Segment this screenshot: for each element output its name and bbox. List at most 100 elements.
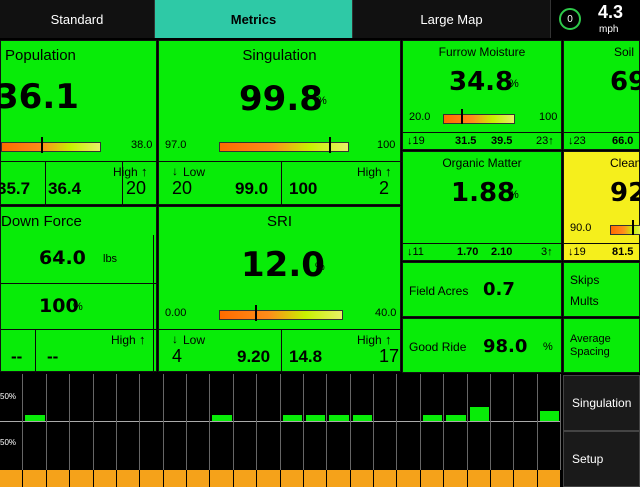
population-mid: 36.4 [48, 179, 82, 198]
divider [159, 329, 402, 330]
row-column-base [327, 470, 350, 487]
singulation-high: 2 [379, 178, 390, 198]
row-column-base [374, 470, 397, 487]
row-column-base [210, 470, 233, 487]
furrow-stat-2: 31.5 [455, 135, 477, 147]
divider [35, 329, 36, 373]
furrow-scale-max: 100 [539, 111, 558, 123]
down-force-low: -- [11, 347, 23, 366]
good-ride-label: Good Ride [409, 340, 467, 354]
row-column-base [233, 470, 257, 487]
divider [564, 243, 640, 244]
sri-value: 12.0 [241, 245, 325, 285]
good-ride-panel[interactable]: Good Ride 98.0 % [402, 318, 562, 373]
row-column [304, 374, 328, 470]
skips-label: Skips [570, 273, 600, 287]
good-ride-unit: % [543, 341, 553, 353]
soil-stat-2: 66.0 [612, 135, 634, 147]
divider [564, 132, 640, 133]
furrow-moisture-panel[interactable]: Furrow Moisture 34.8 % 20.0 100 ↓19 31.5… [402, 40, 563, 150]
row-column [374, 374, 398, 470]
row-column-base [93, 470, 116, 487]
down-force-percent: 100 [39, 295, 79, 317]
row-chart[interactable]: 50% 50% [0, 374, 561, 487]
row-column [468, 374, 491, 470]
singulation-low: 20 [172, 178, 193, 198]
tab-standard[interactable]: Standard [0, 0, 155, 38]
row-column [47, 374, 71, 470]
row-column [538, 374, 561, 470]
divider [153, 235, 154, 373]
furrow-scale-min: 20.0 [409, 111, 431, 123]
population-panel[interactable]: Population 36.1 38.0 35.7 36.4 High ↑ 20 [0, 40, 158, 206]
singulation-panel[interactable]: Singulation 99.8 % 97.0 100 ↓ Low 20 99.… [158, 40, 402, 206]
field-acres-panel[interactable]: Field Acres 0.7 [402, 262, 562, 317]
row-column [234, 374, 258, 470]
row-column [187, 374, 211, 470]
divider [1, 283, 158, 284]
tab-metrics[interactable]: Metrics [155, 0, 353, 38]
row-column-indicator [212, 415, 232, 421]
sri-panel[interactable]: SRI 12.0 % 0.00 40.0 ↓ Low 4 9.20 14.8 H… [158, 206, 402, 373]
row-column-indicator [329, 415, 349, 421]
up-arrow-icon: ↑ [385, 332, 392, 347]
clean-title: Clean [610, 156, 640, 170]
chart-bottom-label: 50% [0, 438, 17, 447]
row-column-base [397, 470, 420, 487]
singulation-title: Singulation [242, 47, 317, 64]
divider [403, 243, 563, 244]
good-ride-value: 98.0 [483, 336, 528, 357]
organic-stat-4: 3↑ [541, 246, 553, 258]
row-column-base [46, 470, 70, 487]
down-force-high-label: High [111, 333, 136, 347]
population-range-bar [1, 142, 101, 152]
average-spacing-panel[interactable]: Average Spacing [563, 318, 640, 373]
sri-mid2: 14.8 [289, 347, 323, 366]
clean-panel[interactable]: Clean 92 90.0 ↓19 81.5 [563, 151, 640, 261]
row-column [117, 374, 141, 470]
singulation-needle [329, 137, 331, 153]
organic-unit: % [509, 189, 519, 201]
row-column-indicator [352, 415, 372, 421]
population-value: 36.1 [0, 77, 79, 117]
row-column-base [70, 470, 93, 487]
soil-panel[interactable]: Soil 69 ↓23 66.0 [563, 40, 640, 150]
organic-stat-2: 1.70 [457, 246, 479, 258]
row-column-base [163, 470, 186, 487]
row-column [444, 374, 468, 470]
row-column [257, 374, 281, 470]
down-force-mid: -- [47, 347, 59, 366]
sri-high: 17 [379, 346, 400, 366]
organic-title: Organic Matter [442, 156, 522, 170]
singulation-unit: % [317, 95, 327, 107]
speed-value: 4.3 [598, 2, 624, 22]
setup-button[interactable]: Setup [563, 431, 640, 487]
row-column-base [257, 470, 280, 487]
sri-needle [255, 305, 257, 321]
singulation-value: 99.8 [239, 79, 323, 119]
status-bar: 0 4.3 mph [551, 0, 640, 38]
row-column-indicator [539, 411, 559, 421]
notification-badge[interactable]: 0 [559, 8, 581, 30]
skips-panel[interactable]: Skips Mults [563, 262, 640, 317]
divider [1, 329, 158, 330]
row-column-indicator [469, 407, 489, 421]
row-column [210, 374, 234, 470]
furrow-stat-3: 39.5 [491, 135, 513, 147]
organic-matter-panel[interactable]: Organic Matter 1.88 % ↓11 1.70 2.10 3↑ [402, 151, 563, 261]
population-scale-max: 38.0 [131, 139, 153, 151]
row-column-base [280, 470, 303, 487]
clean-scale-min: 90.0 [570, 222, 592, 234]
down-force-panel[interactable]: Down Force 64.0 lbs 100 % High ↑ -- -- [0, 206, 158, 373]
clean-needle [632, 220, 634, 235]
up-arrow-icon: ↑ [141, 164, 148, 179]
singulation-button[interactable]: Singulation [563, 375, 640, 431]
sri-low: 4 [172, 346, 183, 366]
row-column-base [514, 470, 537, 487]
clean-range-bar [610, 225, 640, 235]
row-column [351, 374, 374, 470]
row-column-base [467, 470, 490, 487]
row-column-base [0, 470, 23, 487]
furrow-value: 34.8 [449, 67, 514, 97]
tab-large-map[interactable]: Large Map [353, 0, 551, 38]
